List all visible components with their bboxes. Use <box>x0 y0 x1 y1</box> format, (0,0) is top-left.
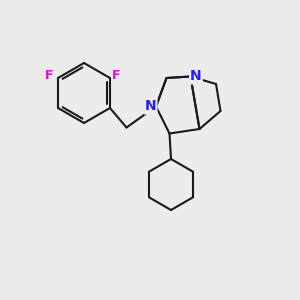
Text: N: N <box>145 100 156 113</box>
Text: N: N <box>190 70 202 83</box>
Text: F: F <box>45 69 54 82</box>
Text: F: F <box>112 69 121 82</box>
